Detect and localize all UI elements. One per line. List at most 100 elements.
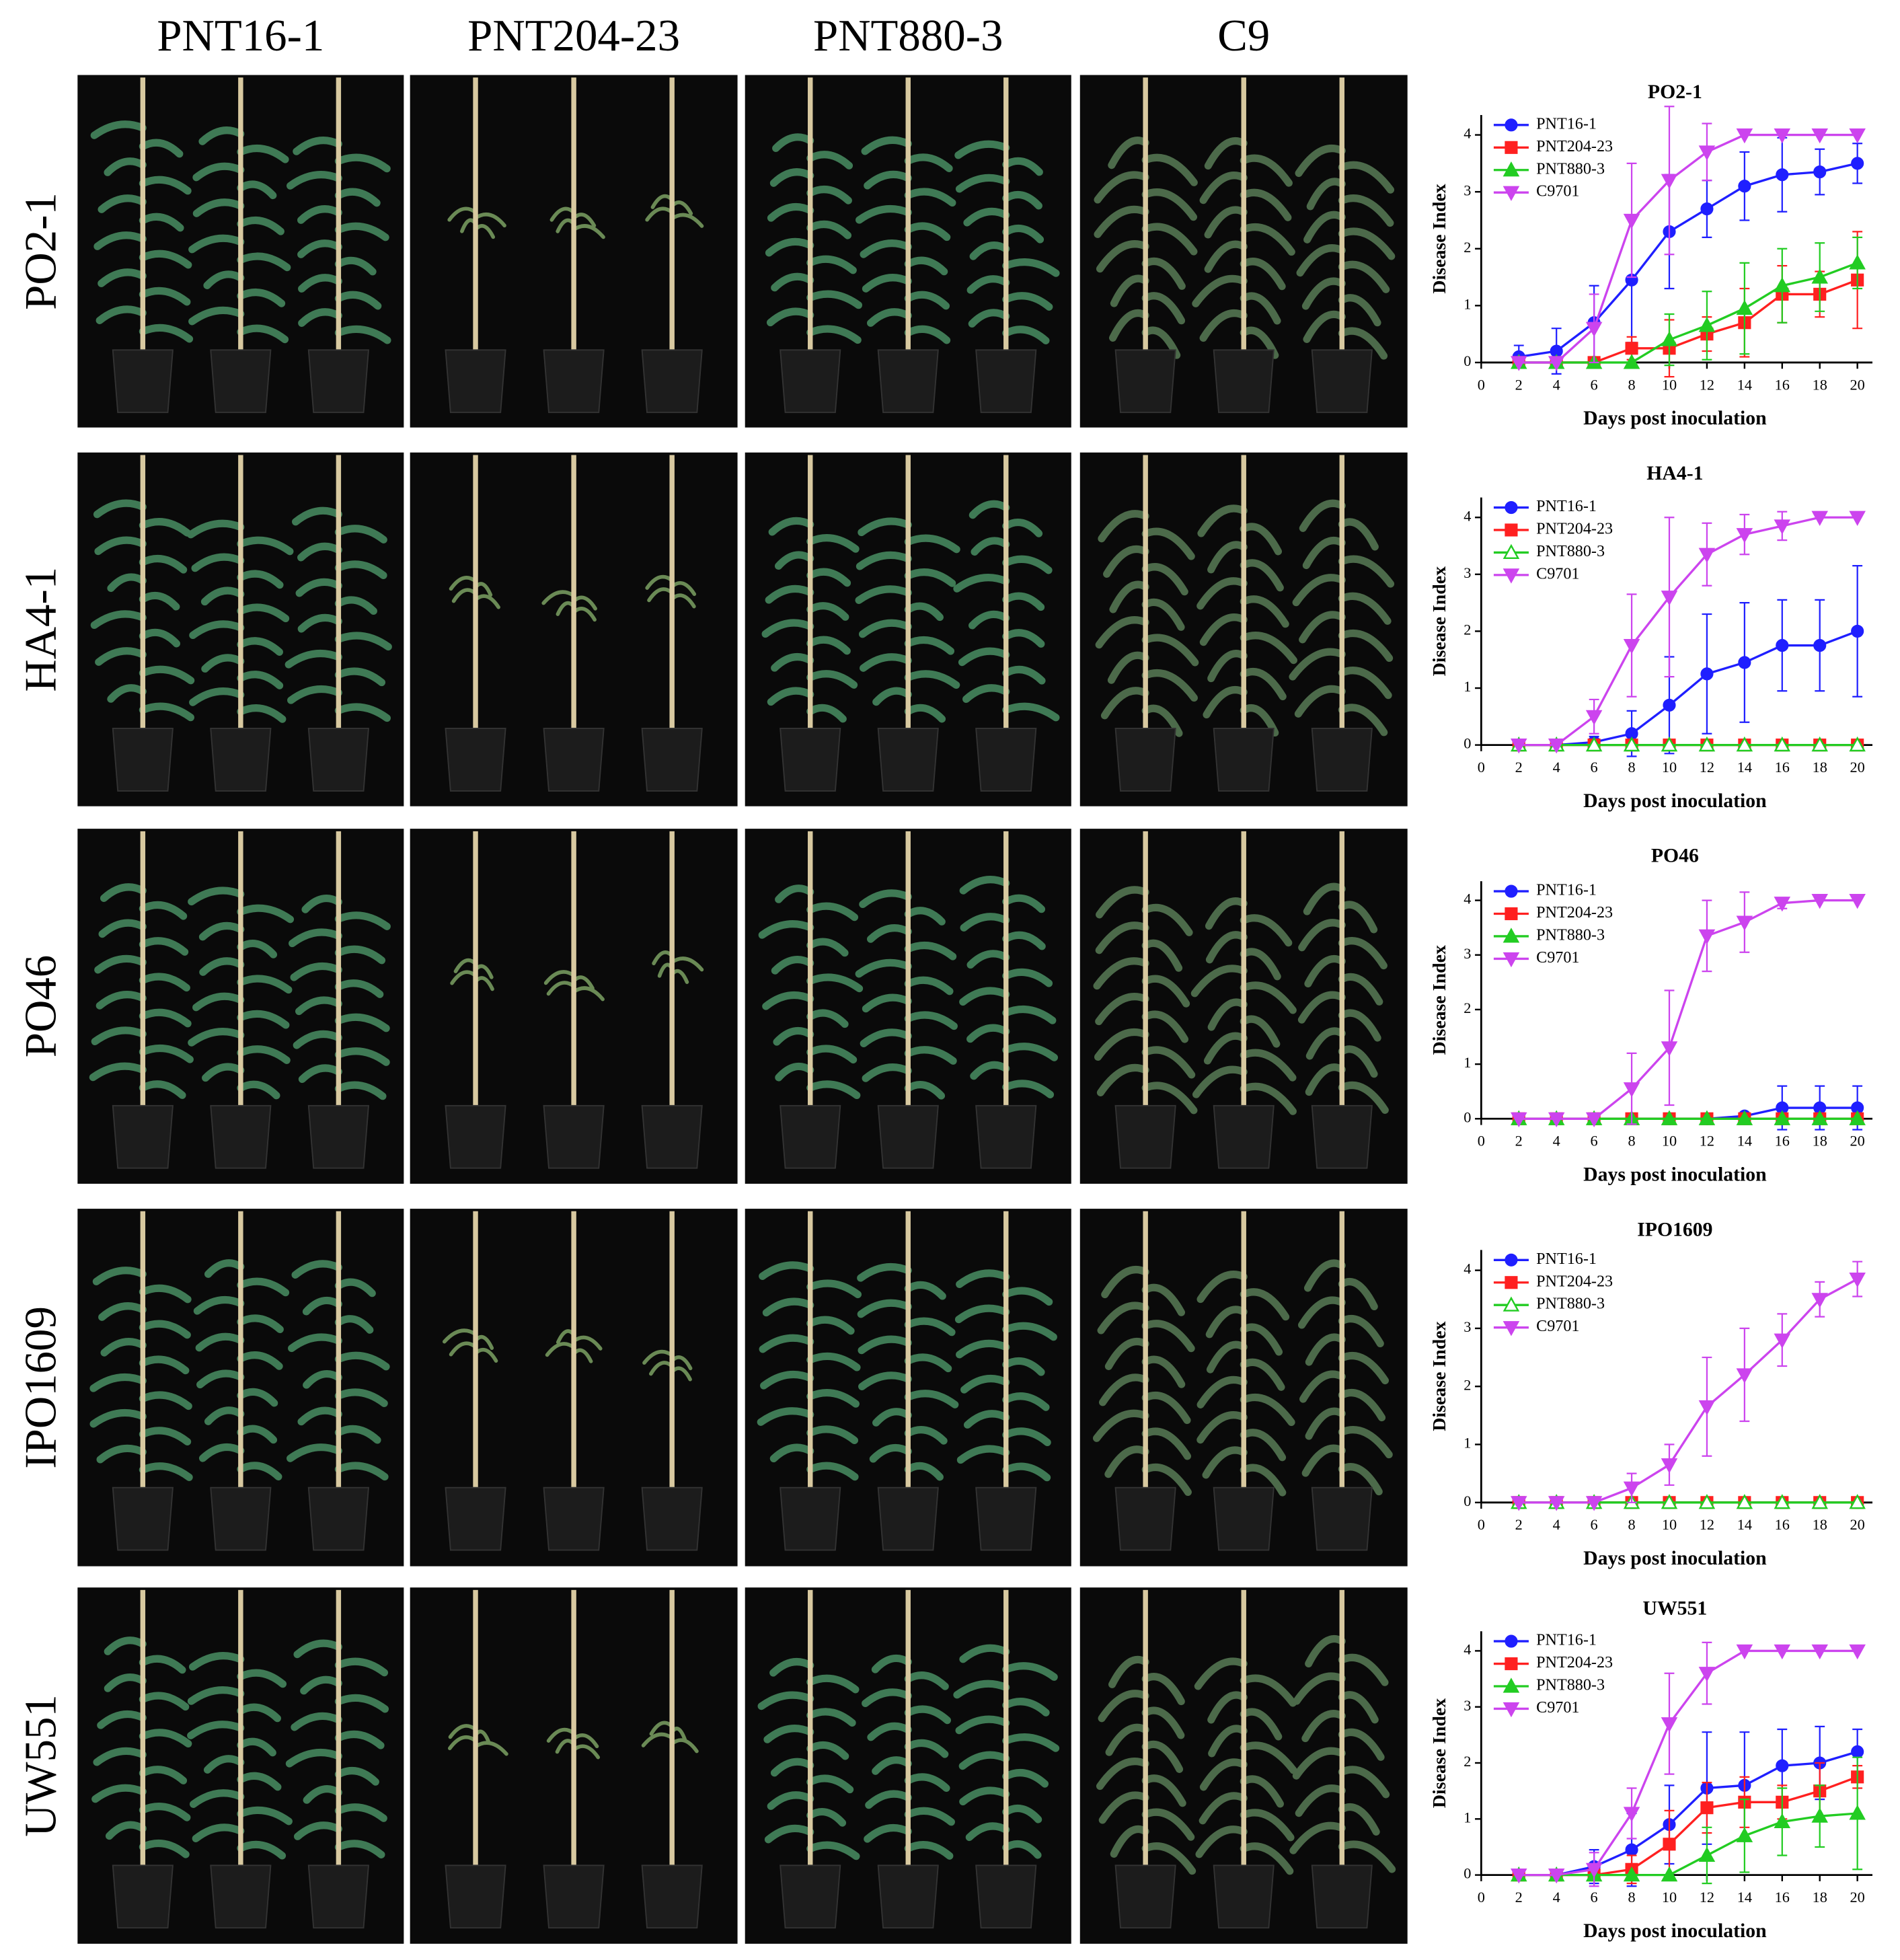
point: [1774, 128, 1791, 144]
leaf: [334, 1462, 389, 1481]
leaf: [200, 587, 245, 606]
leaf: [1002, 1840, 1042, 1859]
leaf: [1141, 1842, 1196, 1875]
leaf: [963, 207, 1010, 227]
pot: [641, 1486, 703, 1551]
leaf: [1141, 188, 1198, 221]
point: [1811, 1807, 1828, 1823]
leaf: [1002, 592, 1045, 611]
leaf: [771, 272, 814, 292]
leaf: [93, 499, 147, 519]
leaf: [1094, 205, 1149, 238]
leaf: [864, 1823, 912, 1843]
leaf: [1096, 1758, 1149, 1791]
point: [1736, 299, 1753, 315]
pot: [210, 728, 272, 792]
leaf: [237, 1010, 290, 1029]
leaf: [1002, 702, 1060, 722]
leaf: [858, 619, 912, 638]
x-axis-label: Days post inoculation: [1583, 1920, 1767, 1942]
point: [1774, 519, 1791, 535]
point: [1698, 1667, 1716, 1682]
plant-photo: [77, 829, 404, 1184]
leaf: [1199, 1758, 1248, 1791]
leaf: [775, 1062, 814, 1082]
pot: [112, 728, 174, 792]
leaf: [89, 1408, 147, 1428]
leaf: [1205, 931, 1248, 964]
leaf: [960, 1375, 1010, 1394]
point: [1849, 1272, 1866, 1288]
point: [1661, 331, 1678, 346]
leaf: [775, 884, 814, 903]
leaf: [237, 704, 287, 723]
leaf: [1338, 1653, 1389, 1686]
leaf: [1199, 613, 1248, 646]
leaf: [1141, 1740, 1184, 1773]
leaf: [139, 1320, 191, 1339]
leaf: [189, 620, 245, 640]
point: [1736, 1827, 1753, 1842]
leaf: [1338, 1045, 1378, 1078]
leaf: [806, 568, 851, 587]
pot: [877, 1486, 939, 1551]
leaf: [237, 1806, 293, 1825]
leaf: [1207, 1691, 1248, 1724]
leaf: [203, 270, 245, 289]
y-axis-label: Disease Index: [1429, 1698, 1450, 1808]
point: [1813, 639, 1827, 652]
x-tick-label: 8: [1628, 759, 1635, 776]
leaf: [806, 1774, 854, 1794]
x-tick-label: 14: [1737, 1889, 1752, 1906]
leaf: [203, 1755, 245, 1774]
x-tick-label: 16: [1775, 759, 1790, 776]
pot: [780, 1104, 841, 1169]
x-tick-label: 18: [1813, 1516, 1827, 1533]
point: [1849, 1805, 1866, 1820]
legend-marker: [1503, 1321, 1520, 1336]
point: [1738, 656, 1751, 669]
leaf: [139, 1766, 188, 1784]
leaf: [188, 1028, 245, 1047]
legend-label: PNT204-23: [1536, 903, 1613, 921]
leaf: [757, 1407, 814, 1426]
leaf: [966, 275, 1010, 294]
leaf: [1203, 1032, 1248, 1065]
leaf: [1240, 632, 1297, 665]
leaf: [759, 1261, 814, 1280]
leaf: [770, 1758, 814, 1777]
x-tick-label: 10: [1662, 1889, 1677, 1906]
leaf: [1207, 998, 1248, 1031]
leaf: [904, 1011, 958, 1030]
point: [1698, 548, 1716, 563]
leaf: [1196, 1411, 1248, 1444]
leaf: [1141, 1283, 1186, 1316]
leaf: [1101, 1266, 1149, 1299]
x-tick-label: 14: [1737, 376, 1752, 393]
leaf: [904, 976, 954, 995]
leaf: [1338, 161, 1395, 194]
leaf: [1338, 294, 1381, 327]
leaf: [293, 1030, 342, 1049]
leaf: [955, 174, 1010, 193]
leaf: [1199, 172, 1248, 204]
leaf: [139, 1427, 192, 1446]
leaf: [1002, 1392, 1050, 1411]
leaf: [334, 1081, 387, 1100]
y-tick-label: 0: [1464, 1493, 1471, 1509]
leaf: [1105, 1723, 1149, 1756]
x-tick-label: 2: [1515, 1889, 1523, 1906]
leaf: [288, 1333, 342, 1353]
y-tick-label: 4: [1464, 1641, 1471, 1658]
x-tick-label: 12: [1700, 759, 1714, 776]
leaf: [139, 324, 194, 343]
point: [1585, 710, 1603, 726]
leaf: [188, 306, 245, 326]
point: [1700, 667, 1714, 681]
leaf: [867, 1722, 912, 1741]
leaf: [189, 687, 245, 706]
leaf: [904, 1462, 944, 1481]
leaf: [139, 139, 184, 158]
pot: [877, 728, 939, 792]
